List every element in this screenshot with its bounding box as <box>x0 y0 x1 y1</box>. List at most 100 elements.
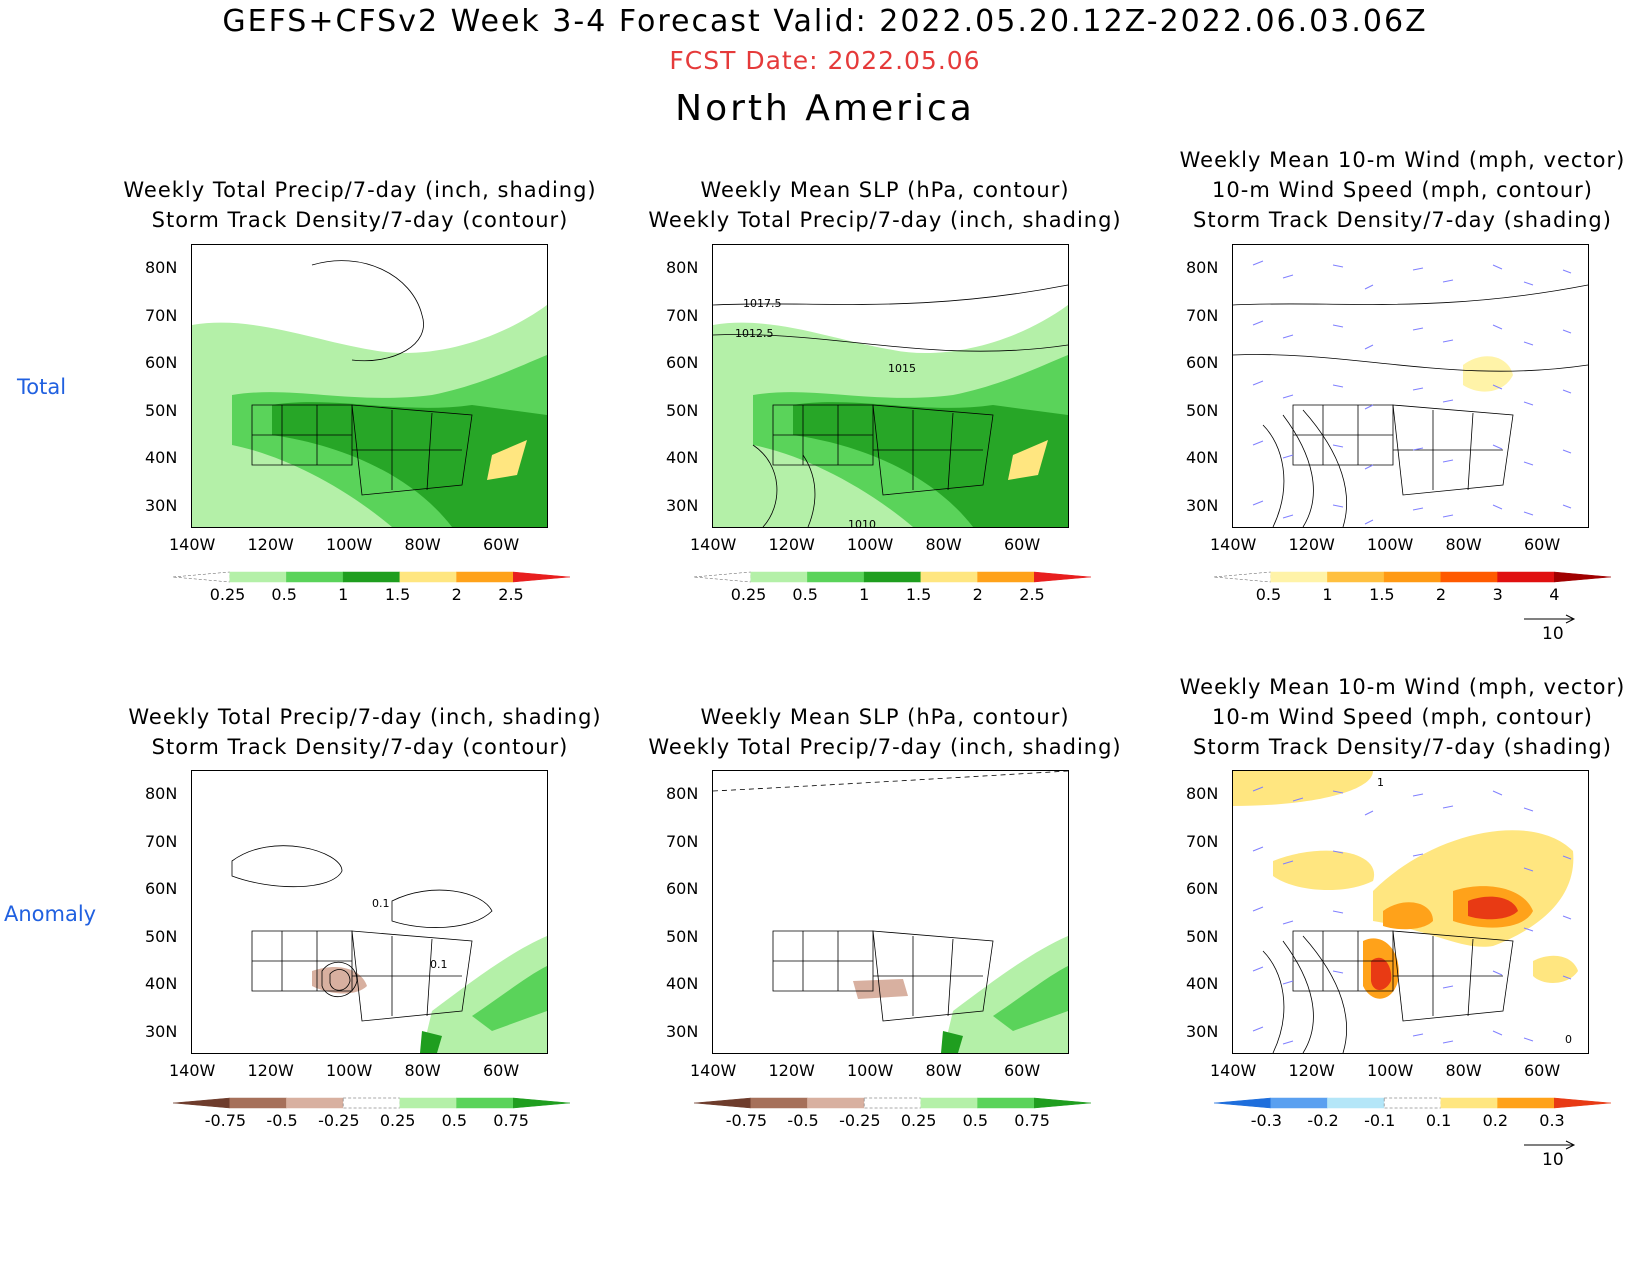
lat-tick-label: 50N <box>145 400 178 420</box>
colorbar-segment <box>1034 1097 1091 1109</box>
colorbar-segment <box>807 571 865 583</box>
lon-tick-label: 100W <box>1367 1061 1414 1080</box>
colorbar-label: 2 <box>1435 585 1447 604</box>
panel1-title-line1: Weekly Total Precip/7-day (inch, shading… <box>123 178 597 202</box>
colorbar-label: 1.5 <box>905 585 932 604</box>
lon-tick-label: 80W <box>404 535 441 554</box>
panel5-title-line2: Weekly Total Precip/7-day (inch, shading… <box>648 735 1122 759</box>
colorbar-label: 0.5 <box>962 1111 989 1130</box>
colorbar-segment <box>1497 571 1555 583</box>
lon-tick-label: 100W <box>326 535 373 554</box>
colorbar-anom-storm <box>1214 1097 1611 1109</box>
wind-contour-label: 0 <box>1565 1033 1572 1046</box>
lat-tick-label: 50N <box>666 926 699 946</box>
colorbar-label: 0.25 <box>209 585 246 604</box>
colorbar-segment <box>920 1097 978 1109</box>
lon-tick-label: 120W <box>1288 1061 1335 1080</box>
lon-tick-label: 60W <box>1524 535 1561 554</box>
colorbar-label: 0.25 <box>730 585 767 604</box>
lon-tick-label: 60W <box>1004 1061 1041 1080</box>
colorbar-label: 4 <box>1549 585 1560 604</box>
slp-contour-label: 1017.5 <box>743 297 782 310</box>
map-total-precip <box>191 244 548 528</box>
panel4-title-line2: Storm Track Density/7-day (contour) <box>151 735 569 759</box>
lon-tick-label: 120W <box>1288 535 1335 554</box>
panel4-title-line1: Weekly Total Precip/7-day (inch, shading… <box>128 705 602 729</box>
map-anomaly-precip: 0.1 0.1 <box>191 770 548 1054</box>
colorbar-segment <box>229 1097 287 1109</box>
colorbar-label: -0.25 <box>318 1111 360 1130</box>
colorbar-segment <box>750 1097 808 1109</box>
lat-tick-label: 70N <box>145 305 178 325</box>
main-title: GEFS+CFSv2 Week 3-4 Forecast Valid: 2022… <box>222 4 1428 39</box>
colorbar-anom-precip-2 <box>694 1097 1091 1109</box>
lat-tick-label: 30N <box>666 495 699 515</box>
lat-tick-label: 50N <box>1186 926 1219 946</box>
colorbar-segment <box>694 571 751 583</box>
colorbar-segment <box>513 571 570 583</box>
lat-tick-label: 40N <box>145 448 178 467</box>
lon-tick-label: 80W <box>925 535 962 554</box>
colorbar-label: 0.5 <box>792 585 818 604</box>
map-anomaly-wind: 1 0 <box>1232 770 1589 1054</box>
colorbar-label: -0.1 <box>1364 1111 1396 1130</box>
map-total-slp: 1017.5 1012.5 1015 1010 <box>712 244 1069 528</box>
colorbar-segment <box>456 571 514 583</box>
colorbar-segment <box>286 571 344 583</box>
colorbar-segment <box>807 1097 865 1109</box>
colorbar-label: 1.5 <box>1369 585 1395 604</box>
colorbar-segment <box>1383 571 1442 583</box>
vector-reference-arrow-total <box>1522 610 1582 629</box>
lat-tick-label: 40N <box>666 974 699 993</box>
colorbar-segment <box>229 571 287 583</box>
colorbar-segment <box>1034 571 1091 583</box>
colorbar-label: -0.5 <box>787 1111 819 1130</box>
colorbar-segment <box>920 571 978 583</box>
colorbar-segment <box>1497 1097 1555 1109</box>
forecast-date: FCST Date: 2022.05.06 <box>669 46 981 75</box>
panel2-title-line1: Weekly Mean SLP (hPa, contour) <box>700 178 1070 202</box>
lat-tick-label: 70N <box>666 305 699 325</box>
storm-contour-label: 0.1 <box>430 958 448 971</box>
slp-contour-label: 1010 <box>848 518 876 528</box>
colorbar-total-storm <box>1214 571 1611 583</box>
panel3-title-line2: 10-m Wind Speed (mph, contour) <box>1212 178 1593 202</box>
lon-tick-label: 60W <box>1524 1061 1561 1080</box>
panel6-title-line2: 10-m Wind Speed (mph, contour) <box>1212 705 1593 729</box>
lat-tick-label: 60N <box>1186 353 1219 372</box>
lat-tick-label: 30N <box>145 495 178 515</box>
wind-contour-label: 1 <box>1377 776 1384 789</box>
colorbar-segment <box>977 571 1035 583</box>
lat-tick-label: 40N <box>666 448 699 467</box>
colorbar-label: 0.75 <box>1014 1111 1050 1130</box>
colorbar-segment <box>342 571 401 583</box>
panel2-title-line2: Weekly Total Precip/7-day (inch, shading… <box>648 208 1122 232</box>
colorbar-segment <box>1270 571 1328 583</box>
colorbar-segment <box>1327 571 1385 583</box>
vector-reference-value-total: 10 <box>1542 624 1564 644</box>
lat-tick-label: 60N <box>145 353 178 372</box>
lon-tick-label: 120W <box>247 1061 294 1080</box>
colorbar-segment <box>1440 571 1498 583</box>
row-label-total: Total <box>17 375 67 399</box>
vector-reference-value-anomaly: 10 <box>1542 1150 1564 1170</box>
colorbar-label: -0.25 <box>839 1111 881 1130</box>
lat-tick-label: 50N <box>666 400 699 420</box>
storm-contour-label: 0.1 <box>372 897 390 910</box>
lon-tick-label: 80W <box>1445 535 1482 554</box>
lat-tick-label: 80N <box>1186 258 1219 277</box>
lat-tick-label: 60N <box>666 879 699 898</box>
colorbar-anom-precip-1 <box>173 1097 570 1109</box>
lon-tick-label: 80W <box>404 1061 441 1080</box>
lon-tick-label: 60W <box>483 535 520 554</box>
lon-tick-label: 140W <box>1210 1061 1257 1080</box>
lon-tick-label: 80W <box>925 1061 962 1080</box>
panel5-title-line1: Weekly Mean SLP (hPa, contour) <box>700 705 1070 729</box>
colorbar-segment <box>286 1097 344 1109</box>
colorbar-segment <box>977 1097 1035 1109</box>
colorbar-segment <box>1327 1097 1385 1109</box>
colorbar-segment <box>1383 1097 1442 1109</box>
colorbar-total-precip-2 <box>694 571 1091 583</box>
lon-tick-label: 60W <box>483 1061 520 1080</box>
lon-tick-label: 140W <box>1210 535 1257 554</box>
